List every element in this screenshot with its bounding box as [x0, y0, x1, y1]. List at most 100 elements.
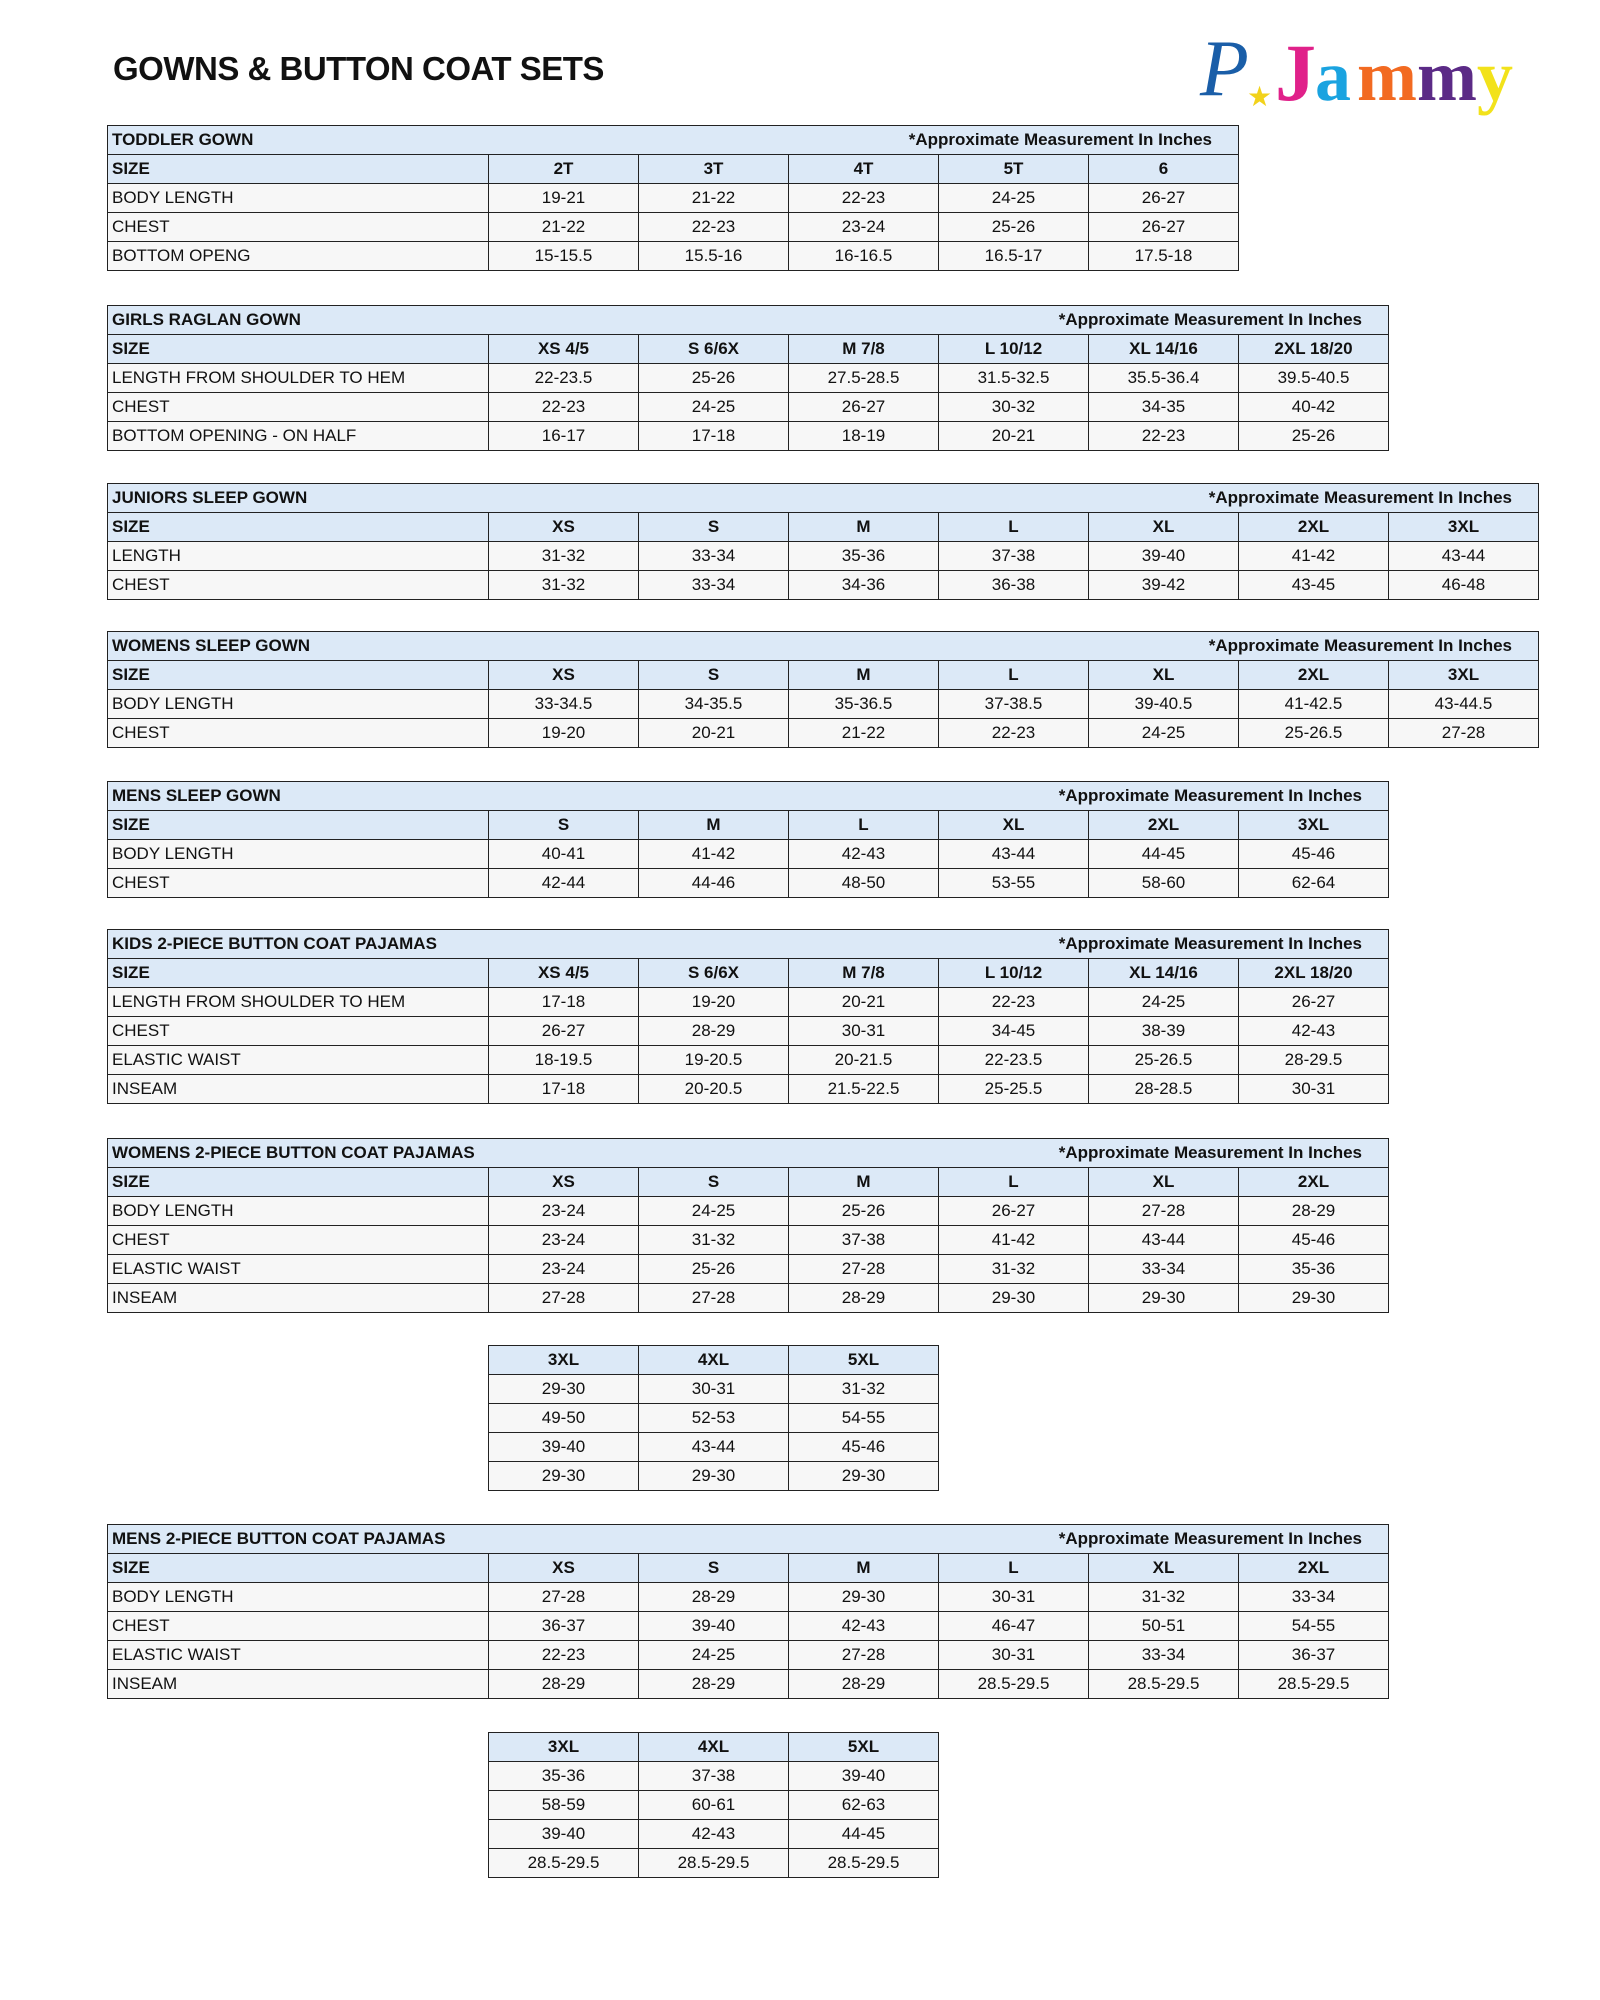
size-chart-table: WOMENS SLEEP GOWN *Approximate Measuremen…: [107, 631, 1539, 748]
measurement-value: 24-25: [1088, 987, 1239, 1017]
size-header: S: [638, 512, 789, 542]
measurement-value: 25-26: [1238, 421, 1389, 451]
svg-text:m: m: [1357, 36, 1417, 116]
size-header-row: SIZE XS S M L XL 2XL: [107, 1167, 1389, 1197]
table-row: LENGTH FROM SHOULDER TO HEM 22-23.5 25-26 2…: [107, 363, 1389, 393]
size-header: S 6/6X: [638, 334, 789, 364]
size-header: M 7/8: [788, 334, 939, 364]
size-header: L: [938, 660, 1089, 690]
size-header: M: [788, 1553, 939, 1583]
measurement-value: 20-21.5: [788, 1045, 939, 1075]
svg-text:m: m: [1417, 36, 1477, 116]
size-chart-table: MENS SLEEP GOWN *Approximate Measurement …: [107, 781, 1389, 898]
measurement-value: 18-19.5: [488, 1045, 639, 1075]
measurement-value: 26-27: [788, 392, 939, 422]
measurement-value: 27-28: [788, 1640, 939, 1670]
size-header: M: [788, 660, 939, 690]
measurement-value: 33-34: [1238, 1582, 1389, 1612]
table-title: TODDLER GOWN: [112, 130, 254, 149]
table-row: 29-30 30-31 31-32: [488, 1374, 939, 1404]
measurement-value: 18-19: [788, 421, 939, 451]
table-title-cell: JUNIORS SLEEP GOWN *Approximate Measureme…: [107, 483, 1539, 513]
size-chart-extension-table: 3XL 4XL 5XL 29-30 30-31 31-32 49-50 52-53 54-55 3…: [488, 1345, 939, 1491]
measurement-value: 15.5-16: [638, 241, 789, 271]
measurement-value: 29-30: [788, 1461, 939, 1491]
table-title: MENS 2-PIECE BUTTON COAT PAJAMAS: [112, 1529, 446, 1548]
measurement-value: 27-28: [488, 1582, 639, 1612]
measurement-value: 17.5-18: [1088, 241, 1239, 271]
measurement-value: 23-24: [788, 212, 939, 242]
size-header-row: SIZE XS 4/5 S 6/6X M 7/8 L 10/12 XL 14/16 2XL …: [107, 334, 1389, 364]
table-title-row: WOMENS 2-PIECE BUTTON COAT PAJAMAS *Appro…: [107, 1138, 1389, 1168]
table-title: JUNIORS SLEEP GOWN: [112, 488, 308, 507]
measurement-value: 38-39: [1088, 1016, 1239, 1046]
table-row: LENGTH 31-32 33-34 35-36 37-38 39-40 41-42 43-4…: [107, 541, 1539, 571]
measurement-note: *Approximate Measurement In Inches: [908, 130, 1212, 149]
measurement-label: BODY LENGTH: [107, 1582, 489, 1612]
measurement-value: 36-37: [1238, 1640, 1389, 1670]
table-row: ELASTIC WAIST 22-23 24-25 27-28 30-31 33-34 36…: [107, 1640, 1389, 1670]
size-header-row: SIZE XS S M L XL 2XL 3XL: [107, 660, 1539, 690]
measurement-value: 19-21: [488, 183, 639, 213]
size-header: XS: [488, 512, 639, 542]
measurement-value: 28-29: [788, 1669, 939, 1699]
measurement-value: 33-34: [1088, 1254, 1239, 1284]
size-chart-table: MENS 2-PIECE BUTTON COAT PAJAMAS *Approxi…: [107, 1524, 1389, 1699]
measurement-value: 29-30: [1238, 1283, 1389, 1313]
measurement-value: 28.5-29.5: [638, 1848, 789, 1878]
table-row: ELASTIC WAIST 18-19.5 19-20.5 20-21.5 22-23.…: [107, 1045, 1389, 1075]
measurement-note: *Approximate Measurement In Inches: [1058, 934, 1362, 953]
size-header-row: SIZE XS 4/5 S 6/6X M 7/8 L 10/12 XL 14/16 2XL …: [107, 958, 1389, 988]
size-header-row: SIZE 2T 3T 4T 5T 6: [107, 154, 1239, 184]
measurement-value: 33-34: [1088, 1640, 1239, 1670]
table-row: BODY LENGTH 27-28 28-29 29-30 30-31 31-32 33-3…: [107, 1582, 1389, 1612]
measurement-label: CHEST: [107, 392, 489, 422]
measurement-value: 44-45: [1088, 839, 1239, 869]
size-header-row: 3XL 4XL 5XL: [488, 1732, 939, 1762]
svg-text:a: a: [1315, 36, 1351, 116]
table-title-row: MENS 2-PIECE BUTTON COAT PAJAMAS *Approxi…: [107, 1524, 1389, 1554]
measurement-value: 23-24: [488, 1196, 639, 1226]
measurement-value: 37-38: [638, 1761, 789, 1791]
measurement-value: 24-25: [1088, 718, 1239, 748]
measurement-value: 25-26.5: [1088, 1045, 1239, 1075]
measurement-value: 43-44: [1088, 1225, 1239, 1255]
size-label: SIZE: [107, 958, 489, 988]
measurement-value: 33-34.5: [488, 689, 639, 719]
measurement-value: 25-26: [638, 363, 789, 393]
table-row: CHEST 36-37 39-40 42-43 46-47 50-51 54-55: [107, 1611, 1389, 1641]
table-title-cell: KIDS 2-PIECE BUTTON COAT PAJAMAS *Approxi…: [107, 929, 1389, 959]
size-header: 3XL: [488, 1732, 639, 1762]
measurement-value: 17-18: [488, 987, 639, 1017]
size-chart-table: KIDS 2-PIECE BUTTON COAT PAJAMAS *Approxi…: [107, 929, 1389, 1104]
measurement-value: 22-23: [1088, 421, 1239, 451]
measurement-value: 41-42.5: [1238, 689, 1389, 719]
measurement-note: *Approximate Measurement In Inches: [1058, 310, 1362, 329]
size-header: L: [788, 810, 939, 840]
table-title-cell: TODDLER GOWN *Approximate Measurement In …: [107, 125, 1239, 155]
measurement-value: 27-28: [1088, 1196, 1239, 1226]
measurement-label: LENGTH: [107, 541, 489, 571]
measurement-value: 28-29: [638, 1582, 789, 1612]
measurement-label: INSEAM: [107, 1283, 489, 1313]
size-header: 2XL: [1238, 1167, 1389, 1197]
measurement-label: BODY LENGTH: [107, 1196, 489, 1226]
size-header: M: [638, 810, 789, 840]
table-row: 28.5-29.5 28.5-29.5 28.5-29.5: [488, 1848, 939, 1878]
measurement-value: 28-29.5: [1238, 1045, 1389, 1075]
measurement-value: 28.5-29.5: [788, 1848, 939, 1878]
measurement-value: 25-26: [638, 1254, 789, 1284]
measurement-value: 54-55: [1238, 1611, 1389, 1641]
size-header: 2XL: [1238, 1553, 1389, 1583]
measurement-value: 31-32: [488, 541, 639, 571]
size-header: S: [638, 1553, 789, 1583]
measurement-value: 30-31: [938, 1640, 1089, 1670]
measurement-value: 36-38: [938, 570, 1089, 600]
size-header: XS: [488, 660, 639, 690]
table-title: GIRLS RAGLAN GOWN: [112, 310, 301, 329]
pjammy-logo: P ★ J a m m y: [1195, 10, 1595, 125]
measurement-value: 31-32: [1088, 1582, 1239, 1612]
measurement-value: 44-46: [638, 868, 789, 898]
measurement-value: 45-46: [1238, 839, 1389, 869]
measurement-value: 22-23: [638, 212, 789, 242]
